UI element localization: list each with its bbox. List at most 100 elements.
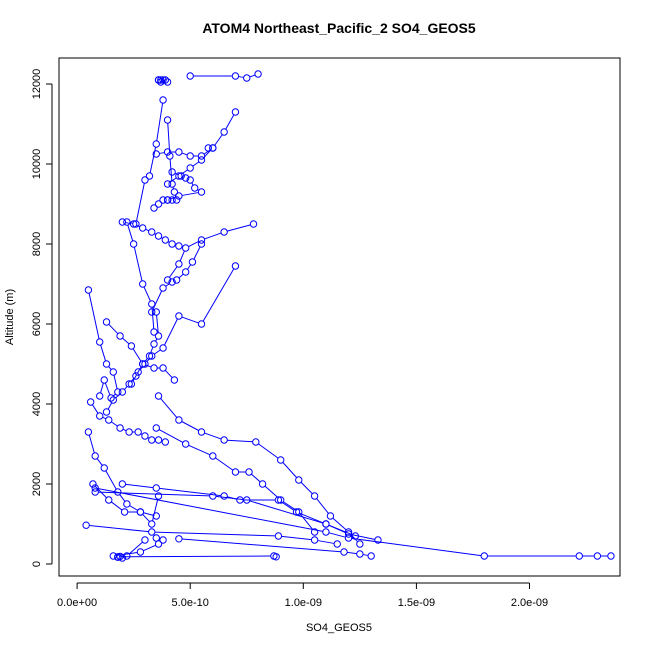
data-point [197, 320, 206, 328]
data-point [310, 492, 319, 500]
data-point [220, 492, 228, 500]
data-point [186, 164, 194, 172]
data-point [197, 428, 206, 436]
series-segment [178, 273, 184, 279]
x-tick-label: 1.5e-09 [398, 597, 435, 609]
data-point [109, 396, 117, 404]
data-point [159, 196, 167, 204]
series-segment [332, 517, 347, 531]
data-point [129, 240, 138, 248]
series-segment [100, 382, 104, 394]
data-point [292, 508, 301, 516]
data-point [258, 480, 267, 488]
data-point [197, 240, 206, 248]
data-point [245, 468, 253, 476]
data-point [138, 280, 147, 288]
data-point [175, 192, 183, 200]
y-tick-label: 12000 [31, 69, 43, 100]
y-tick-label: 4000 [31, 392, 43, 416]
series-segment [316, 498, 329, 514]
data-point [114, 388, 122, 396]
series-segment [143, 544, 156, 552]
data-point [209, 452, 217, 460]
series-segment [159, 152, 165, 154]
data-point [120, 508, 129, 516]
series-21 [118, 480, 382, 544]
data-point [152, 308, 160, 316]
data-point [154, 332, 163, 340]
series-segment [133, 247, 143, 281]
data-point [243, 74, 251, 82]
series-segment [122, 428, 127, 432]
data-point [102, 408, 111, 416]
data-point [322, 528, 330, 536]
series-segment [119, 494, 126, 502]
data-point [607, 552, 615, 560]
series-segment [154, 349, 161, 355]
data-point [181, 174, 190, 182]
data-point [186, 176, 194, 184]
data-point [136, 548, 145, 556]
data-point [163, 180, 172, 188]
data-point [116, 424, 124, 432]
data-point [100, 464, 108, 472]
data-point [163, 116, 172, 124]
data-point [356, 550, 364, 558]
data-point [276, 496, 285, 504]
data-point [152, 484, 160, 492]
data-point [148, 300, 156, 308]
series-segment [181, 152, 188, 156]
data-point [166, 152, 174, 160]
data-point [152, 424, 160, 432]
series-segment [169, 266, 178, 278]
data-point [197, 236, 206, 244]
series-segment [89, 525, 149, 533]
series-segment [125, 222, 131, 224]
data-point [322, 520, 330, 528]
data-point [231, 262, 240, 270]
series-segment [192, 161, 200, 167]
series-segment [107, 402, 113, 410]
series-segment [152, 290, 163, 310]
data-point [84, 428, 93, 436]
series-6 [163, 144, 217, 188]
data-point [150, 364, 158, 372]
series-segment [215, 457, 234, 471]
data-point [148, 528, 156, 536]
data-point [89, 480, 97, 488]
data-point [252, 438, 260, 446]
data-point [480, 552, 488, 560]
series-20 [91, 488, 360, 540]
series-segment [124, 386, 128, 390]
series-segment [202, 268, 235, 322]
y-tick-label: 2000 [31, 472, 43, 496]
series-segment [203, 149, 211, 155]
series-12 [84, 286, 122, 402]
series-segment [154, 531, 276, 537]
data-point [161, 438, 170, 446]
data-point [163, 196, 172, 204]
series-segment [238, 76, 244, 78]
data-point [175, 148, 183, 156]
data-point [102, 318, 111, 326]
series-layer [82, 70, 615, 562]
data-point [356, 540, 364, 548]
data-point [109, 368, 117, 376]
data-point [276, 456, 285, 464]
series-segment [143, 512, 154, 516]
data-point [157, 76, 165, 84]
series-segment [96, 458, 103, 466]
y-tick-label: 6000 [31, 312, 43, 336]
series-segment [170, 196, 177, 200]
series-10 [148, 240, 206, 316]
data-point [141, 536, 149, 544]
x-tick-label: 5.0e-10 [172, 597, 209, 609]
data-point [249, 220, 258, 228]
series-1 [186, 70, 262, 82]
data-point [209, 492, 217, 500]
data-point [154, 392, 163, 400]
data-point [148, 436, 156, 444]
x-tick-label: 1.0e-09 [285, 597, 322, 609]
data-point [593, 552, 602, 560]
